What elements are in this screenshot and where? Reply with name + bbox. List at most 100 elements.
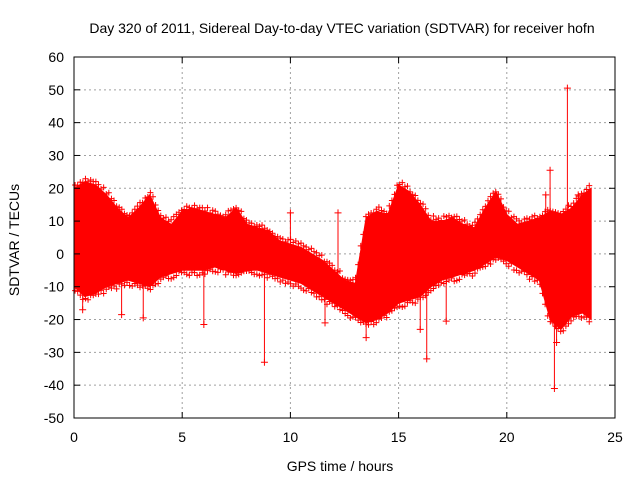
edge-point: [147, 189, 154, 196]
edge-point: [552, 209, 559, 216]
edge-point: [500, 204, 507, 211]
edge-point: [269, 230, 276, 237]
edge-point: [331, 303, 338, 310]
edge-point: [230, 206, 237, 213]
edge-point: [482, 203, 489, 210]
edge-point: [539, 212, 546, 219]
edge-point: [490, 190, 497, 197]
edge-point: [162, 214, 169, 221]
edge-point: [295, 240, 302, 247]
edge-point: [456, 276, 463, 283]
edge-point: [168, 216, 175, 223]
edge-point: [105, 283, 112, 290]
edge-point: [477, 264, 484, 271]
edge-point: [471, 219, 478, 226]
edge-point: [222, 271, 229, 278]
outlier-points: [79, 84, 582, 392]
edge-point: [555, 210, 562, 217]
edge-point: [175, 268, 182, 275]
edge-point: [103, 191, 110, 198]
edge-point: [74, 288, 81, 295]
edge-point: [461, 272, 468, 279]
x-tick-label: 15: [391, 429, 407, 445]
edge-point: [298, 240, 305, 247]
outlier-point: [550, 384, 558, 392]
edge-point: [253, 221, 260, 228]
edge-point: [365, 211, 372, 218]
edge-point: [565, 202, 572, 209]
edge-point: [113, 285, 120, 292]
edge-point: [487, 193, 494, 200]
edge-point: [113, 203, 120, 210]
edge-point: [233, 272, 240, 279]
edge-point: [586, 318, 593, 325]
outlier-point: [260, 358, 268, 366]
edge-point: [409, 191, 416, 198]
edge-point: [404, 183, 411, 190]
x-tick-label: 5: [178, 429, 186, 445]
plot-frame: [73, 56, 616, 419]
x-tick-label: 10: [283, 429, 299, 445]
edge-point: [126, 282, 133, 289]
edge-point: [282, 280, 289, 287]
outlier-point: [416, 325, 424, 333]
outlier-point: [200, 320, 208, 328]
outlier-point: [542, 191, 550, 199]
edge-point: [212, 268, 219, 275]
edge-point: [388, 197, 395, 204]
edge-point: [209, 268, 216, 275]
edge-point: [425, 212, 432, 219]
edge-point: [549, 319, 556, 326]
edge-point: [401, 303, 408, 310]
edge-point: [500, 258, 507, 265]
edge-point: [95, 291, 102, 298]
edge-point: [440, 213, 447, 220]
edge-point: [484, 260, 491, 267]
edge-point: [453, 213, 460, 220]
edge-point: [157, 212, 164, 219]
edge-point: [126, 213, 133, 220]
edge-point: [399, 303, 406, 310]
edge-point: [355, 261, 362, 268]
edge-point: [417, 200, 424, 207]
edge-point: [225, 207, 232, 214]
edge-point: [308, 245, 315, 252]
edge-point: [329, 300, 336, 307]
y-tick-label: 0: [56, 246, 64, 262]
edge-point: [557, 328, 564, 335]
edge-point: [162, 272, 169, 279]
edge-point: [469, 273, 476, 280]
edge-point: [336, 306, 343, 313]
edge-point: [274, 275, 281, 282]
y-tick-label: -40: [44, 377, 64, 393]
edge-point: [178, 207, 185, 214]
edge-point: [204, 204, 211, 211]
edge-point: [227, 207, 234, 214]
outlier-point: [553, 339, 561, 347]
edge-point: [173, 272, 180, 279]
edge-point: [474, 215, 481, 222]
edge-point: [277, 235, 284, 242]
edge-point: [375, 204, 382, 211]
edge-point: [412, 192, 419, 199]
edge-point: [581, 313, 588, 320]
edge-point: [414, 197, 421, 204]
edge-point: [497, 195, 504, 202]
edge-point: [121, 210, 128, 217]
edge-point: [347, 315, 354, 322]
edge-point: [469, 222, 476, 229]
edge-point: [305, 285, 312, 292]
edge-point: [375, 315, 382, 322]
edge-point: [575, 313, 582, 320]
edge-point: [394, 304, 401, 311]
edge-point: [438, 279, 445, 286]
edge-point: [199, 204, 206, 211]
edge-point: [183, 271, 190, 278]
edge-point: [95, 181, 102, 188]
edge-point: [542, 301, 549, 308]
edge-point: [235, 207, 242, 214]
edge-point: [310, 248, 317, 255]
edge-point: [339, 307, 346, 314]
